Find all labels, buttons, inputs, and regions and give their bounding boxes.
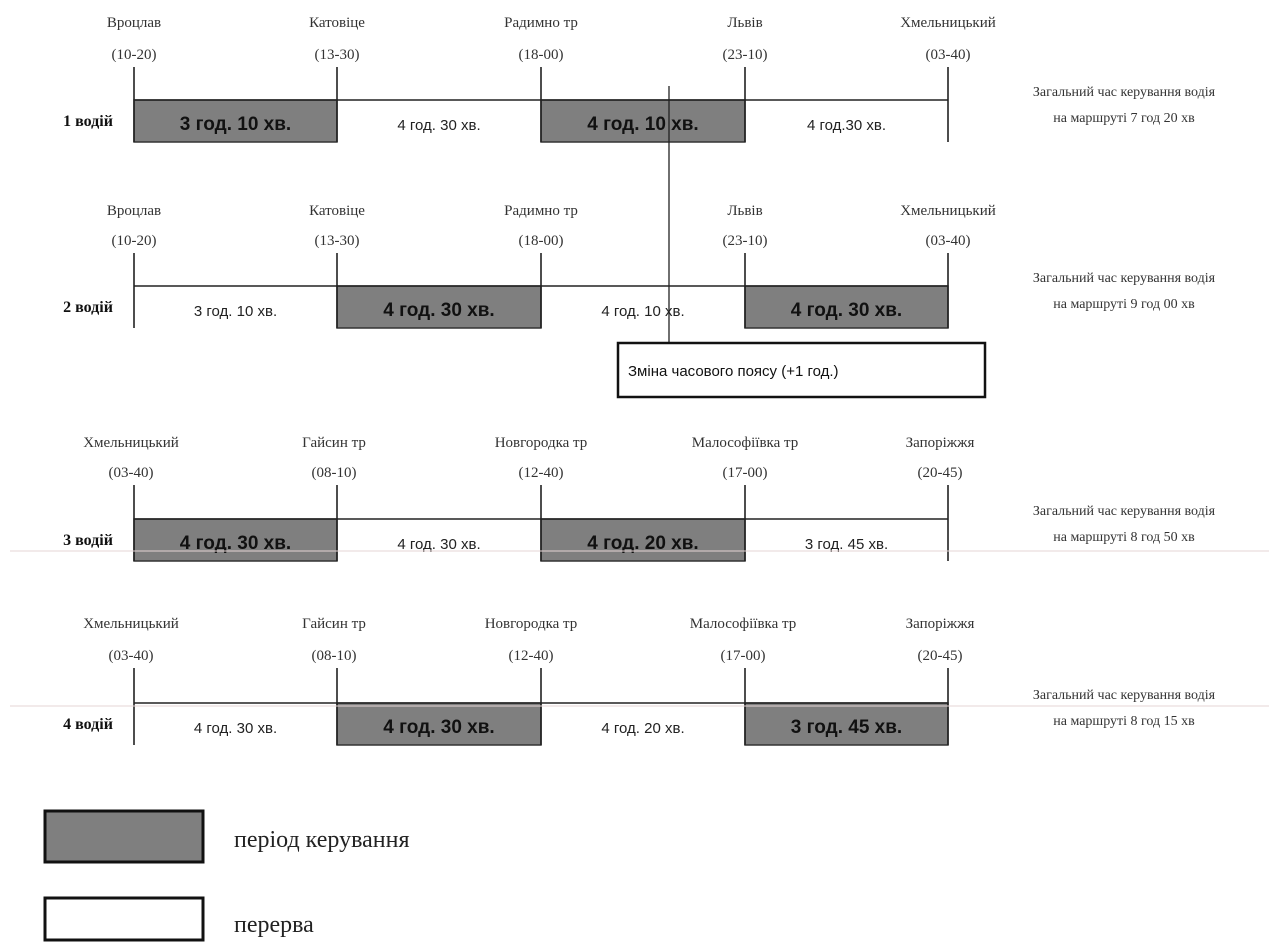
total-time-line-2: на маршруті 8 год 50 хв [1053,530,1195,545]
stop-name: Новгородка тр [495,435,588,451]
stop-time: (03-40) [109,465,154,481]
stop-name: Хмельницький [83,435,179,451]
driving-segment-label: 4 год. 30 хв. [383,717,494,738]
stop-name: Хмельницький [900,203,996,219]
stop-name: Радимно тр [504,15,578,31]
driving-segment [540,99,746,143]
stop-time: (18-00) [519,233,564,249]
stop-time: (03-40) [926,47,971,63]
driver-row-3: 4 год. 30 хв. 4 год. 30 хв. 4 год. 20 хв. 3… [63,435,1216,562]
stop-name: Вроцлав [107,203,161,219]
driver-row-2: 3 год. 10 хв. 4 год. 30 хв. 4 год. 10 хв. 4… [63,203,1216,329]
legend-drive-label: період керування [234,827,409,853]
total-time-line-1: Загальний час керування водія [1033,688,1216,703]
driving-segment [133,518,338,562]
stop-time: (12-40) [519,465,564,481]
driving-segment [744,702,949,746]
stop-time: (13-30) [315,47,360,63]
stop-name: Катовіце [309,203,365,219]
break-segment-label: 4 год. 30 хв. [397,536,480,553]
total-time-line-1: Загальний час керування водія [1033,504,1216,519]
stop-time: (10-20) [112,233,157,249]
break-segment-label: 3 год. 10 хв. [194,303,277,320]
stop-name: Львів [727,203,762,219]
break-segment-label: 4 год. 20 хв. [601,720,684,737]
stop-name: Малософіївка тр [690,616,797,632]
break-segment-label: 3 год. 45 хв. [805,536,888,553]
stop-time: (13-30) [315,233,360,249]
stop-name: Гайсин тр [302,616,366,632]
stop-time: (18-00) [519,47,564,63]
stop-time: (03-40) [926,233,971,249]
legend-drive-swatch [43,809,205,864]
stop-name: Запоріжжя [906,616,975,632]
driving-segment [133,99,338,143]
stop-time: (23-10) [723,47,768,63]
stop-name: Хмельницький [900,15,996,31]
stop-name: Вроцлав [107,15,161,31]
stop-name: Катовіце [309,15,365,31]
stop-time: (17-00) [723,465,768,481]
driver-row-4: 4 год. 30 хв. 4 год. 30 хв. 4 год. 20 хв. 3… [63,616,1216,746]
driving-segment-label: 4 год. 10 хв. [587,114,698,135]
driving-segment-label: 4 год. 30 хв. [791,300,902,321]
timezone-note: Зміна часового поясу (+1 год.) [616,86,987,399]
driving-segment-label: 3 год. 45 хв. [791,717,902,738]
timezone-note-text: Зміна часового поясу (+1 год.) [628,363,839,380]
break-segment-label: 4 год.30 хв. [807,117,886,134]
stop-time: (12-40) [509,648,554,664]
stop-name: Гайсин тр [302,435,366,451]
legend-break-label: перерва [234,912,314,938]
stop-name: Малософіївка тр [692,435,799,451]
stop-time: (23-10) [723,233,768,249]
timezone-note-box [616,341,987,399]
driver-label: 4 водій [63,716,113,733]
legend-break-swatch [43,896,205,942]
break-segment-label: 4 год. 30 хв. [397,117,480,134]
total-time-line-1: Загальний час керування водія [1033,85,1216,100]
stop-name: Новгородка тр [485,616,578,632]
legend: період керування перерва [43,809,409,942]
stop-name: Львів [727,15,762,31]
total-time-line-1: Загальний час керування водія [1033,271,1216,286]
break-segment-label: 4 год. 30 хв. [194,720,277,737]
driving-segment-label: 4 год. 20 хв. [587,533,698,554]
break-segment-label: 4 год. 10 хв. [601,303,684,320]
stop-time: (10-20) [112,47,157,63]
stop-time: (20-45) [918,648,963,664]
driving-segment-label: 4 год. 30 хв. [180,533,291,554]
stop-time: (17-00) [721,648,766,664]
driver-row-1: 3 год. 10 хв. 4 год. 30 хв. 4 год. 10 хв. 4… [63,15,1216,143]
driving-segment-label: 4 год. 30 хв. [383,300,494,321]
driver-label: 2 водій [63,299,113,316]
driver-label: 1 водій [63,113,113,130]
total-time-line-2: на маршруті 9 год 00 хв [1053,297,1195,312]
driver-label: 3 водій [63,532,113,549]
stop-time: (08-10) [312,648,357,664]
stop-name: Радимно тр [504,203,578,219]
total-time-line-2: на маршруті 8 год 15 хв [1053,714,1195,729]
stop-name: Хмельницький [83,616,179,632]
driving-segment-label: 3 год. 10 хв. [180,114,291,135]
total-time-line-2: на маршруті 7 год 20 хв [1053,111,1195,126]
stop-time: (20-45) [918,465,963,481]
stop-time: (03-40) [109,648,154,664]
stop-time: (08-10) [312,465,357,481]
stop-name: Запоріжжя [906,435,975,451]
